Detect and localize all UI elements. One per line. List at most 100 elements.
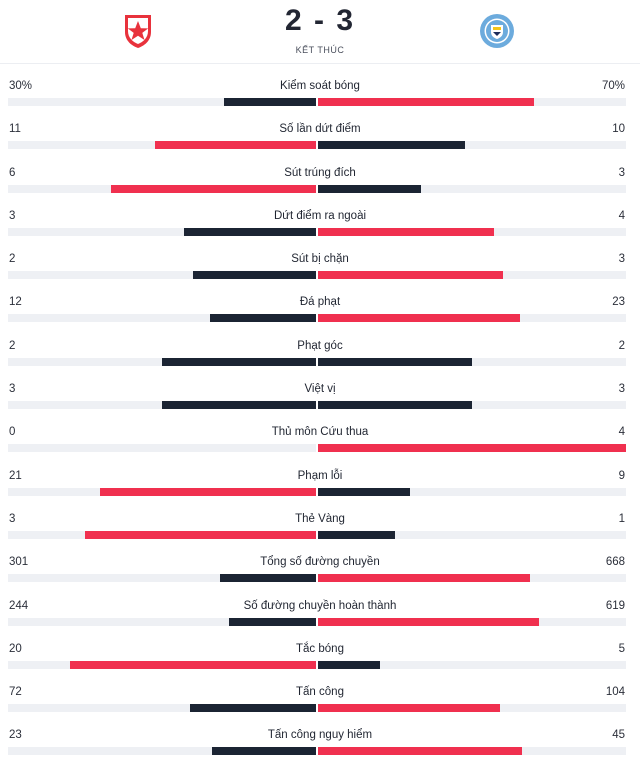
stat-label: Số đường chuyền hoàn thành: [243, 599, 397, 612]
stat-home-value: 3: [9, 209, 16, 222]
stat-home-value: 6: [9, 166, 16, 179]
stat-away-track: [318, 314, 626, 323]
stat-away-track: [318, 617, 626, 626]
stat-home-value: 30%: [9, 80, 33, 92]
stat-home-value: 301: [9, 556, 29, 569]
stat-label: Tấn công: [296, 686, 344, 699]
stat-away-track: [318, 574, 626, 583]
stat-home-value: 244: [9, 599, 29, 612]
stat-away-value: 45: [612, 729, 625, 742]
stat-away-bar: [318, 314, 520, 323]
stat-away-track: [318, 487, 626, 496]
stat-home-track: [8, 357, 316, 366]
stat-away-value: 104: [605, 686, 625, 699]
stat-away-bar: [318, 617, 539, 626]
stat-label: Phạm lỗi: [297, 469, 343, 482]
stat-away-track: [318, 704, 626, 713]
stat-label: Số lần dứt điểm: [279, 123, 361, 136]
stat-home-track: [8, 141, 316, 150]
stat-away-track: [318, 271, 626, 280]
stat-away-bar: [318, 530, 395, 539]
stat-away-bar: [318, 184, 421, 193]
stat-home-bar: [162, 401, 316, 410]
red-star-crest-icon[interactable]: [119, 12, 157, 50]
stat-away-bar: [318, 357, 472, 366]
stat-home-track: [8, 487, 316, 496]
stat-home-value: 12: [9, 296, 22, 309]
stat-away-value: 3: [618, 383, 625, 396]
stat-home-value: 0: [9, 426, 16, 439]
stat-home-bar: [70, 660, 316, 669]
stat-away-track: [318, 141, 626, 150]
stat-label: Kiểm soát bóng: [280, 80, 360, 92]
stat-home-value: 2: [9, 253, 16, 266]
stat-away-track: [318, 184, 626, 193]
stat-row: 23 Tấn công nguy hiểm 45: [0, 715, 640, 758]
stat-away-bar: [318, 227, 494, 236]
stat-home-track: [8, 617, 316, 626]
stat-away-track: [318, 98, 626, 106]
stat-home-value: 21: [9, 469, 22, 482]
stat-away-value: 70%: [601, 80, 625, 92]
stat-away-bar: [318, 747, 522, 756]
stat-home-track: [8, 98, 316, 106]
stat-row: 6 Sút trúng đích 3: [0, 153, 640, 196]
stats-list: 30% Kiểm soát bóng 70% 11 Số lần dứt điểm 10 6…: [0, 66, 640, 759]
stat-label: Tấn công nguy hiểm: [267, 729, 373, 742]
stat-away-track: [318, 747, 626, 756]
stat-home-track: [8, 704, 316, 713]
stat-away-value: 9: [618, 469, 625, 482]
stat-label: Thẻ Vàng: [295, 512, 345, 525]
stat-row: 30% Kiểm soát bóng 70%: [0, 66, 640, 109]
stat-row: 301 Tổng số đường chuyền 668: [0, 542, 640, 585]
stat-home-track: [8, 660, 316, 669]
stat-home-bar: [184, 227, 316, 236]
stat-label: Thủ môn Cứu thua: [271, 426, 369, 439]
stat-home-value: 72: [9, 686, 22, 699]
stat-row: 12 Đá phạt 23: [0, 282, 640, 325]
manchester-city-crest-icon[interactable]: [478, 12, 516, 50]
stat-home-value: 20: [9, 642, 22, 655]
stat-label: Việt vị: [304, 383, 336, 396]
stat-home-track: [8, 227, 316, 236]
stat-home-bar: [111, 184, 316, 193]
stat-away-value: 4: [618, 209, 625, 222]
stat-away-track: [318, 660, 626, 669]
stat-away-bar: [318, 98, 534, 106]
stat-home-bar: [190, 704, 316, 713]
stat-away-track: [318, 530, 626, 539]
stat-away-bar: [318, 271, 503, 280]
stat-row: 20 Tắc bóng 5: [0, 629, 640, 672]
stat-home-track: [8, 530, 316, 539]
stat-label: Phạt góc: [297, 339, 343, 352]
stat-row: 3 Dứt điểm ra ngoài 4: [0, 196, 640, 239]
stat-away-value: 1: [618, 512, 625, 525]
away-score: 3: [336, 4, 356, 37]
stat-away-value: 23: [612, 296, 625, 309]
stat-home-bar: [85, 530, 316, 539]
stat-home-bar: [155, 141, 316, 150]
stat-away-bar: [318, 704, 500, 713]
stat-row: 11 Số lần dứt điểm 10: [0, 109, 640, 152]
stat-row: 0 Thủ môn Cứu thua 4: [0, 412, 640, 455]
stat-away-bar: [318, 574, 530, 583]
stat-home-bar: [229, 617, 316, 626]
scoreline: 2 - 3: [0, 4, 640, 38]
stat-away-bar: [318, 444, 626, 453]
stat-away-value: 10: [612, 123, 625, 136]
stat-home-track: [8, 314, 316, 323]
stat-away-value: 4: [618, 426, 625, 439]
stat-label: Dứt điểm ra ngoài: [273, 209, 367, 222]
match-status: KẾT THÚC: [295, 45, 345, 55]
stat-home-bar: [224, 98, 316, 106]
stat-home-value: 23: [9, 729, 22, 742]
stat-away-value: 2: [618, 339, 625, 352]
stat-away-value: 619: [605, 599, 625, 612]
stat-home-track: [8, 184, 316, 193]
stat-row: 21 Phạm lỗi 9: [0, 456, 640, 499]
stat-away-value: 668: [605, 556, 625, 569]
stat-home-track: [8, 401, 316, 410]
stat-home-value: 11: [9, 123, 21, 136]
stat-label: Đá phạt: [299, 296, 341, 309]
stat-row: 2 Sút bị chặn 3: [0, 239, 640, 282]
